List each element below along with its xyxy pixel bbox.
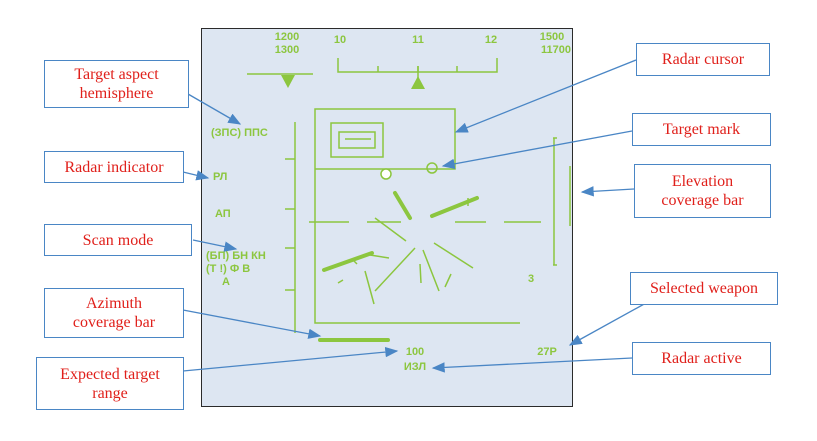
arrow-scan-mode [192, 239, 238, 252]
callout-radar-cursor-line1: Radar cursor [661, 51, 745, 68]
callout-azimuth-line1: Azimuth [85, 295, 142, 312]
aspect-hemisphere-text: (ЗПС) ППС [211, 127, 268, 139]
selected-weapon-text: 27Р [537, 346, 557, 358]
callout-selected-weapon-line1: Selected weapon [650, 280, 758, 297]
aircraft-wing-left [322, 251, 374, 272]
arrow-radar-active [431, 357, 633, 373]
expected-range-text: 100 [405, 346, 425, 358]
arrow-elevation [580, 186, 635, 197]
callout-radar-cursor: Radar cursor [636, 43, 770, 76]
callout-radar-indicator-line1: Radar indicator [64, 158, 164, 176]
radar-indicator-text: РЛ [213, 171, 228, 183]
callout-scan-mode-line1: Scan mode [82, 231, 154, 249]
scan-mode-line-1: (БП) БН КН [206, 250, 266, 262]
callout-elevation-line1: Elevation [671, 173, 734, 190]
callout-expected-range-line1: Expected target [60, 365, 160, 383]
number-3: 3 [528, 273, 535, 285]
heading-tick-10: 10 [333, 34, 347, 46]
arrow-radar-cursor [454, 59, 637, 133]
hud-symbology [247, 58, 571, 342]
left-readout-bottom: 1300 [274, 44, 300, 56]
left-tape-triangle [281, 75, 295, 88]
callout-target-mark-line1: Target mark [662, 121, 741, 138]
heading-tick-11: 11 [412, 34, 424, 46]
arrow-selected-weapon [568, 302, 647, 346]
callout-elevation: Elevation coverage bar [634, 164, 771, 218]
target-mark-circle [380, 168, 392, 180]
radar-cursor-frame [314, 108, 520, 324]
autopilot-text: АП [215, 208, 231, 220]
callout-selected-weapon: Selected weapon [630, 272, 778, 305]
callout-azimuth-line2: coverage bar [72, 314, 156, 331]
right-readout-bottom: 11700 [541, 44, 571, 56]
callout-target-aspect-line1: Target aspect [74, 66, 159, 83]
heading-triangle [411, 76, 425, 89]
scan-mode-line-2: (Т !) Ф В [206, 263, 251, 275]
arrow-expected-range [182, 346, 399, 372]
callout-scan-mode: Scan mode [44, 224, 192, 256]
hud-display [201, 28, 573, 407]
callout-radar-indicator: Radar indicator [44, 151, 184, 183]
arrow-target-aspect [187, 93, 242, 125]
callout-expected-range-line2: range [92, 384, 128, 402]
radar-cursor-box-inner [338, 131, 376, 149]
callout-target-aspect-line2: hemisphere [79, 85, 154, 102]
center-radials [364, 217, 474, 305]
arrow-target-mark [441, 130, 633, 169]
aircraft-body [393, 191, 412, 220]
callout-radar-active: Radar active [632, 342, 771, 375]
right-readout-top: 1500 [539, 31, 565, 43]
left-pitch-ladder [285, 122, 296, 333]
radar-cursor-box-outer [330, 122, 384, 158]
left-readout-top: 1200 [274, 31, 300, 43]
heading-tick-12: 12 [484, 34, 498, 46]
arrow-azimuth [182, 309, 322, 339]
callout-radar-active-line1: Radar active [661, 350, 742, 367]
callout-target-mark: Target mark [632, 113, 771, 146]
aircraft-wing-right [430, 196, 479, 218]
callout-elevation-line2: coverage bar [661, 192, 744, 209]
radar-active-text: ИЗЛ [403, 361, 427, 373]
scan-mode-line-3: А [222, 276, 230, 288]
callout-azimuth: Azimuth coverage bar [44, 288, 184, 338]
callout-target-aspect: Target aspect hemisphere [44, 60, 189, 108]
arrow-radar-indicator [182, 170, 210, 181]
callout-expected-range: Expected target range [36, 357, 184, 410]
elevation-coverage-bar [553, 137, 557, 266]
target-mark-circle-2 [426, 162, 438, 174]
